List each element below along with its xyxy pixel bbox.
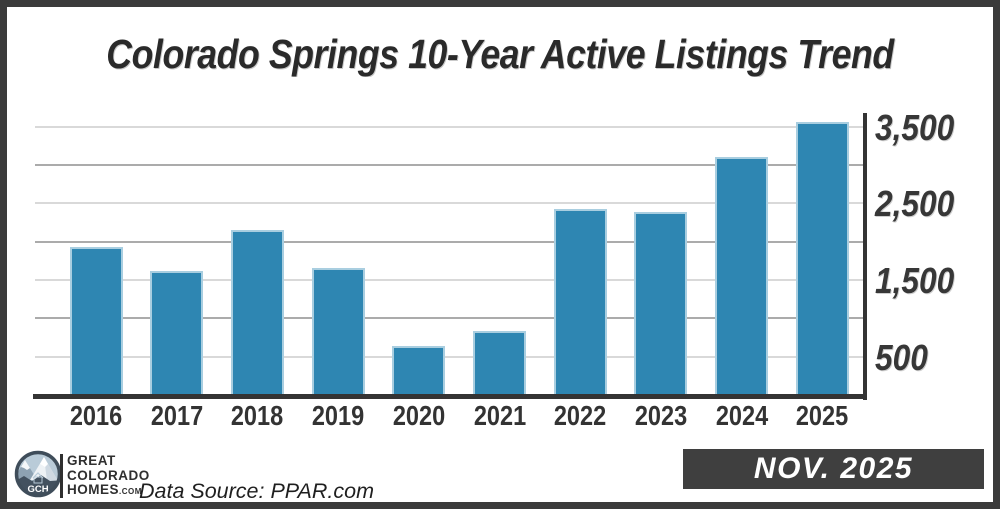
x-tick-label-2025: 2025 [796, 400, 849, 431]
data-source-text: Data Source: PPAR.com [139, 479, 374, 503]
logo-line-homes: HOMES.COM [67, 482, 142, 497]
x-tick-label-2016: 2016 [69, 400, 123, 431]
y-tick-label-500: 500 [875, 336, 928, 378]
y-axis-line [863, 113, 867, 400]
x-tick-label-2020: 2020 [392, 400, 445, 431]
chart-title: Colorado Springs 10-Year Active Listings… [106, 31, 894, 77]
bar-2017 [150, 271, 204, 395]
x-tick-label-2021: 2021 [473, 400, 526, 431]
x-tick-label-2022: 2022 [554, 400, 607, 431]
bar-2024 [715, 157, 769, 395]
logo-line-great: GREAT [67, 453, 116, 468]
gridline-major-2000 [35, 240, 864, 243]
gridline-minor-3500 [35, 125, 864, 128]
bar-2023 [634, 212, 688, 395]
bar-2021 [473, 331, 526, 395]
mountain-badge-icon: GCH [14, 450, 62, 498]
x-tick-label-2018: 2018 [231, 400, 284, 431]
logo-line-colorado: COLORADO [67, 467, 150, 483]
great-colorado-homes-logo: GCH [14, 450, 62, 502]
x-tick-label-2019: 2019 [311, 400, 365, 431]
bar-2018 [230, 230, 284, 395]
gridline-minor-1500 [35, 278, 864, 281]
logo-divider [60, 454, 63, 498]
bar-2025 [795, 122, 849, 395]
x-tick-label-2024: 2024 [715, 400, 768, 431]
y-tick-label-2500: 2,500 [875, 183, 955, 225]
y-tick-label-3500: 3,500 [875, 106, 955, 148]
gridline-major-1000 [35, 317, 864, 320]
svg-text:GCH: GCH [27, 484, 48, 495]
bar-2016 [69, 247, 123, 395]
gridline-minor-2500 [35, 202, 864, 205]
date-badge-label: NOV. 2025 [753, 452, 914, 485]
logo-suffix: .COM [119, 487, 142, 496]
date-badge: NOV. 2025 [683, 449, 984, 489]
gridline-minor-500 [35, 355, 864, 358]
bar-chart-plot [35, 111, 864, 395]
gridline-major-3000 [35, 163, 864, 166]
x-tick-label-2023: 2023 [634, 400, 688, 431]
bar-2022 [553, 209, 607, 395]
y-tick-label-1500: 1,500 [875, 259, 955, 301]
x-tick-label-2017: 2017 [150, 400, 203, 431]
logo-wordmark: GREAT COLORADO HOMES.COM [67, 453, 150, 500]
x-axis-line [33, 394, 867, 399]
bar-2019 [311, 268, 365, 395]
bar-2020 [392, 346, 446, 395]
